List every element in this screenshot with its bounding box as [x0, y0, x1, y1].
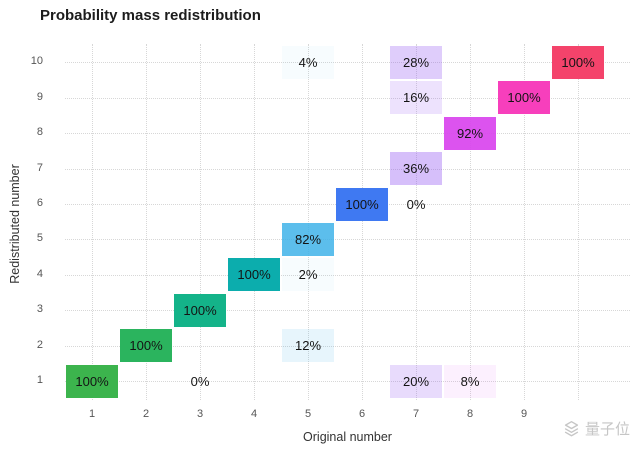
- heatmap-cell: 100%: [336, 187, 388, 221]
- heatmap-cell: 2%: [282, 258, 334, 292]
- heatmap-cell: 8%: [444, 364, 496, 398]
- y-tick-label: 5: [36, 232, 43, 245]
- grid-line-vertical: [308, 44, 309, 400]
- heatmap-cell: 28%: [390, 45, 442, 79]
- grid-line-horizontal: [65, 345, 630, 347]
- heatmap-cell: 100%: [66, 364, 118, 398]
- watermark-text: 量子位: [584, 421, 630, 438]
- y-tick-label: 6: [36, 197, 43, 209]
- x-tick-label: 8: [466, 408, 474, 420]
- y-tick-label: 9: [36, 90, 43, 103]
- heatmap-cell: 100%: [552, 45, 604, 79]
- x-tick-label: 7: [412, 408, 420, 420]
- x-tick-label: 6: [358, 408, 366, 420]
- grid-line-vertical: [524, 44, 525, 400]
- qbitai-logo-icon: [564, 421, 579, 437]
- y-tick-label: 2: [36, 338, 43, 351]
- grid-line-horizontal: [65, 239, 630, 241]
- y-tick-label: 8: [36, 126, 43, 139]
- chart-title: Probability mass redistribution: [40, 7, 261, 24]
- grid-line-horizontal: [65, 168, 630, 170]
- grid-line-vertical: [200, 44, 201, 400]
- grid-line-vertical: [146, 44, 147, 400]
- heatmap-cell: 0%: [406, 196, 426, 212]
- y-tick-label: 10: [30, 55, 43, 68]
- grid-line-vertical: [416, 44, 417, 400]
- x-tick-label: 4: [250, 408, 258, 420]
- grid-line-horizontal: [65, 381, 630, 382]
- y-tick-label: 3: [36, 303, 43, 316]
- heatmap-cell: 100%: [120, 329, 172, 363]
- heatmap-cell: 100%: [174, 293, 226, 327]
- heatmap-cell: 12%: [282, 329, 334, 363]
- grid-line-vertical: [470, 44, 471, 400]
- grid-line-vertical: [578, 44, 579, 400]
- x-tick-label: 3: [196, 408, 204, 420]
- grid-line-horizontal: [65, 97, 630, 99]
- grid-line-vertical: [362, 44, 363, 400]
- x-tick-label: 9: [520, 408, 528, 420]
- x-tick-label: 2: [142, 408, 150, 420]
- grid-line-horizontal: [65, 133, 630, 135]
- y-tick-label: 1: [36, 374, 43, 386]
- heatmap-cell: 100%: [228, 258, 280, 292]
- y-tick-label: 7: [36, 161, 43, 174]
- watermark: 量子位: [563, 418, 630, 439]
- heatmap-cell: 36%: [390, 152, 442, 186]
- x-tick-label: 1: [88, 408, 96, 420]
- heatmap-cell: 82%: [282, 222, 334, 256]
- grid-line-horizontal: [65, 274, 630, 276]
- x-tick-label: 5: [304, 408, 312, 420]
- y-tick-label: 4: [36, 267, 43, 280]
- grid-line-vertical: [92, 44, 93, 400]
- heatmap-cell: 92%: [444, 116, 496, 150]
- grid-line-horizontal: [65, 310, 630, 312]
- heatmap-cell: 0%: [190, 373, 210, 389]
- heatmap-cell: 100%: [498, 81, 550, 115]
- heatmap-cell: 16%: [390, 81, 442, 115]
- x-axis-title: Original number: [303, 430, 392, 444]
- heatmap-cell: 20%: [390, 364, 442, 398]
- heatmap-cell: 4%: [282, 45, 334, 79]
- grid-line-horizontal: [65, 62, 630, 64]
- grid-line-vertical: [254, 44, 255, 400]
